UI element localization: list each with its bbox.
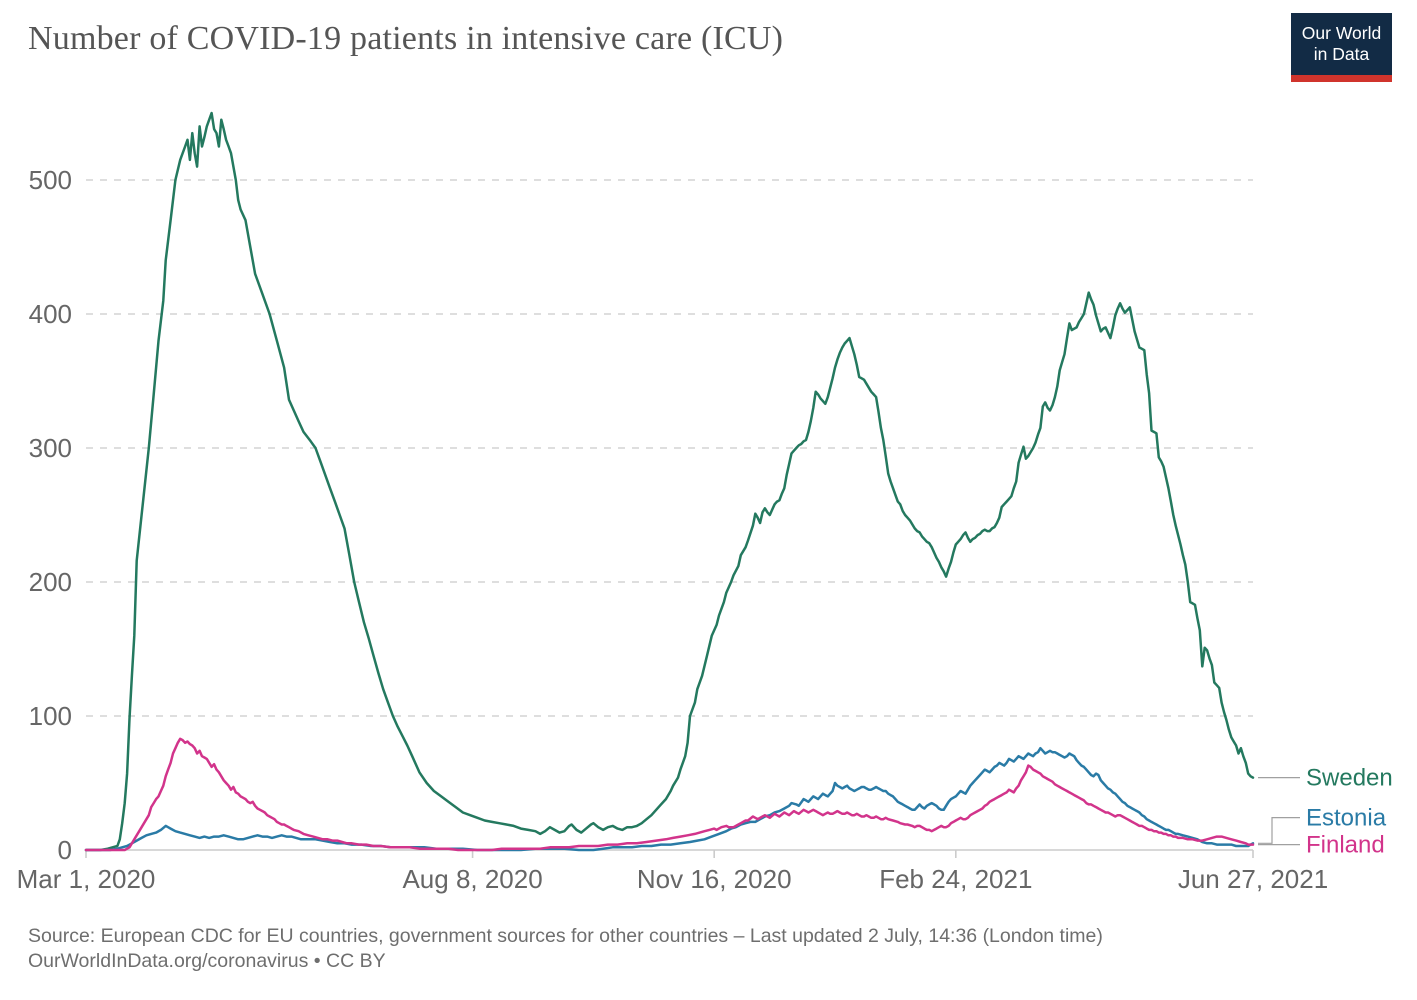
- y-tick-label: 200: [29, 567, 72, 597]
- series-line-sweden[interactable]: [84, 111, 1255, 852]
- owid-logo-stripe: [1291, 74, 1392, 82]
- source-link[interactable]: OurWorldInData.org/coronavirus • CC BY: [28, 950, 386, 972]
- legend-label-finland[interactable]: Finland: [1306, 832, 1385, 859]
- x-tick-label: Feb 24, 2021: [879, 864, 1032, 894]
- chart-footer: Source: European CDC for EU countries, g…: [28, 924, 1103, 974]
- y-tick-label: 500: [29, 165, 72, 195]
- y-tick-label: 400: [29, 299, 72, 329]
- series-line-estonia[interactable]: [84, 746, 1255, 852]
- owid-logo-line2: in Data: [1313, 44, 1370, 65]
- y-tick-label: 300: [29, 433, 72, 463]
- y-tick-label: 100: [29, 701, 72, 731]
- owid-logo: Our World in Data: [1291, 13, 1392, 82]
- x-tick-label: Aug 8, 2020: [402, 864, 542, 894]
- source-text: Source: European CDC for EU countries, g…: [28, 925, 1103, 947]
- page-title: Number of COVID-19 patients in intensive…: [28, 20, 784, 57]
- series-line-finland[interactable]: [84, 737, 1255, 852]
- owid-logo-line1: Our World: [1301, 23, 1382, 43]
- legend-label-sweden[interactable]: Sweden: [1306, 765, 1393, 792]
- legend-label-estonia[interactable]: Estonia: [1306, 805, 1387, 832]
- x-tick-label: Mar 1, 2020: [17, 864, 156, 894]
- x-tick-label: Nov 16, 2020: [637, 864, 792, 894]
- legend-connector-estonia: [1258, 817, 1300, 844]
- x-tick-label: Jun 27, 2021: [1178, 864, 1328, 894]
- y-tick-label: 0: [58, 835, 72, 865]
